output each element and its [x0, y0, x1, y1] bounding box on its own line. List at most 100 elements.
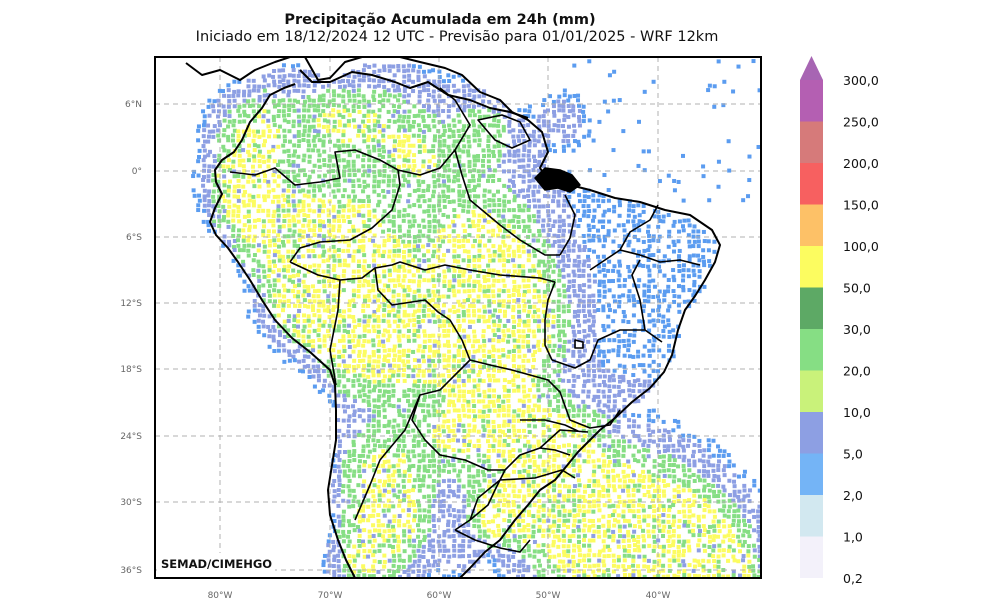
precip-cell	[517, 408, 522, 413]
precip-cell	[411, 68, 416, 73]
precip-cell	[291, 279, 296, 284]
precip-cell	[357, 414, 362, 419]
precip-cell	[327, 323, 332, 328]
precip-cell	[262, 194, 267, 199]
precip-cell	[676, 179, 681, 184]
precip-cell	[451, 388, 456, 393]
precip-cell	[437, 134, 442, 139]
precip-cell	[227, 204, 232, 209]
precip-cell	[472, 313, 477, 318]
precip-cell	[407, 149, 412, 154]
precip-cell	[317, 243, 322, 248]
precip-cell	[331, 278, 336, 283]
precip-cell	[497, 318, 502, 323]
precip-cell	[527, 444, 532, 449]
precip-cell	[346, 143, 351, 148]
precip-cell	[451, 134, 456, 139]
precip-cell	[526, 284, 531, 289]
precip-cell	[306, 343, 311, 348]
precip-cell	[366, 438, 371, 443]
precip-cell	[351, 184, 356, 189]
precip-cell	[336, 248, 341, 253]
precip-cell	[426, 98, 431, 103]
precip-cell	[466, 83, 471, 88]
precip-cell	[451, 418, 456, 423]
precip-cell	[696, 239, 701, 244]
precip-cell	[587, 303, 592, 308]
precip-cell	[576, 303, 581, 308]
precip-cell	[501, 338, 506, 343]
precip-cell	[332, 453, 337, 458]
precip-cell	[471, 108, 476, 113]
precip-cell	[562, 134, 567, 139]
precip-cell	[512, 284, 517, 289]
precip-cell	[296, 184, 301, 189]
precip-cell	[367, 418, 372, 423]
precip-cell	[462, 299, 467, 304]
precip-cell	[361, 398, 366, 403]
precip-cell	[397, 283, 402, 288]
precip-cell	[371, 349, 376, 354]
precip-cell	[401, 348, 406, 353]
precip-cell	[481, 463, 486, 468]
precip-cell	[312, 289, 317, 294]
precip-cell	[362, 393, 367, 398]
precip-cell	[582, 404, 587, 409]
precip-cell	[381, 393, 386, 398]
precip-cell	[491, 173, 496, 178]
precip-cell	[431, 313, 436, 318]
precip-cell	[361, 189, 366, 194]
precip-cell	[756, 144, 761, 149]
precip-cell	[517, 108, 522, 113]
precip-cell	[416, 248, 421, 253]
precip-cell	[631, 429, 636, 434]
precip-cell	[207, 149, 212, 154]
precip-cell	[532, 158, 537, 163]
precip-cell	[466, 433, 471, 438]
precip-cell	[231, 209, 236, 214]
precip-cell	[332, 143, 337, 148]
precip-cell	[447, 104, 452, 109]
precip-cell	[327, 279, 332, 284]
precip-cell	[747, 178, 752, 183]
precip-cell	[402, 114, 407, 119]
precip-cell	[527, 304, 532, 309]
precip-cell	[432, 363, 437, 368]
precip-cell	[577, 464, 582, 469]
precip-cell	[337, 79, 342, 84]
precip-cell	[356, 133, 361, 138]
precip-cell	[331, 313, 336, 318]
precip-cell	[476, 158, 481, 163]
precip-cell	[546, 123, 551, 128]
precip-cell	[427, 238, 432, 243]
precip-cell	[557, 219, 562, 224]
precip-cell	[401, 319, 406, 324]
precip-cell	[227, 109, 232, 114]
precip-cell	[402, 134, 407, 139]
precip-cell	[412, 358, 417, 363]
precip-cell	[266, 233, 271, 238]
precip-cell	[592, 338, 597, 343]
precip-cell	[406, 328, 411, 333]
precip-cell	[637, 213, 642, 218]
precip-cell	[221, 194, 226, 199]
precip-cell	[411, 89, 416, 94]
precip-cell	[467, 474, 472, 479]
precip-cell	[621, 434, 626, 439]
precip-cell	[262, 224, 267, 229]
precip-cell	[556, 408, 561, 413]
precip-cell	[467, 144, 472, 149]
precip-cell	[601, 409, 606, 414]
precip-cell	[536, 189, 541, 194]
precip-cell	[427, 319, 432, 324]
precip-cell	[647, 238, 652, 243]
precip-cell	[302, 129, 307, 134]
precip-cell	[516, 364, 521, 369]
precip-cell	[362, 463, 367, 468]
precip-cell	[387, 203, 392, 208]
precip-cell	[617, 249, 622, 254]
precip-cell	[432, 424, 437, 429]
precip-cell	[302, 213, 307, 218]
precip-cell	[461, 378, 466, 383]
precip-cell	[371, 238, 376, 243]
